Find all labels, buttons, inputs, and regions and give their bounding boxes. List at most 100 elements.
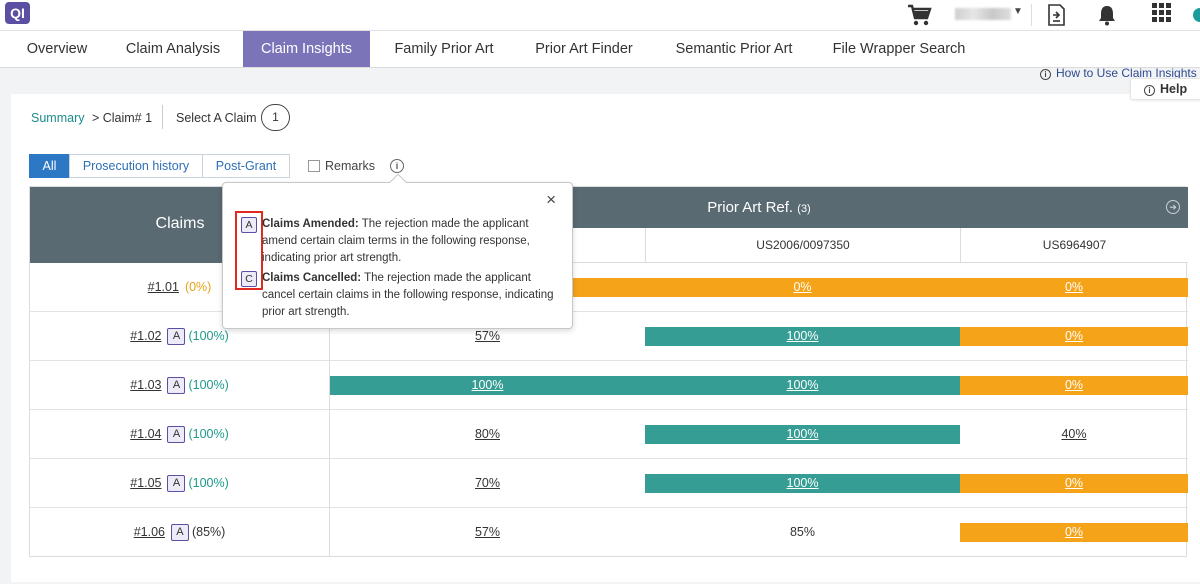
score-cell[interactable]: 0% [960,312,1188,360]
claim-cell: #1.06 A (85%) [30,508,330,556]
avatar[interactable] [1193,8,1200,22]
score-bar [960,523,1188,542]
filter-prosecution-history-button[interactable]: Prosecution history [69,154,203,178]
score-value: 100% [786,476,819,490]
breadcrumb-divider [162,105,163,129]
score-cell[interactable]: 100% [645,312,960,360]
score-value: 100% [786,329,819,343]
user-menu-caret-icon[interactable]: ▼ [1013,6,1023,17]
remarks-label: Remarks [325,159,376,173]
score-value: 0% [793,280,812,294]
tab-claim-analysis[interactable]: Claim Analysis [125,41,221,57]
claim-link[interactable]: #1.03 [130,378,162,392]
claim-cell: #1.02 A (100%) [30,312,330,360]
score-cell[interactable]: 0% [645,263,960,311]
table-row: #1.01 (0%) 0% 0% [30,263,1188,312]
claim-percentage: (100%) [188,378,229,392]
scroll-right-icon[interactable]: ➜ [1166,200,1180,214]
info-icon: i [1040,69,1051,80]
amended-description: Claims Amended: The rejection made the a… [262,218,530,264]
score-cell[interactable]: 70% [330,459,645,507]
score-value: 100% [471,378,504,392]
score-bar [330,376,645,395]
cart-icon[interactable] [906,3,932,27]
score-cell[interactable]: 85% [645,508,960,556]
score-cell[interactable]: 40% [960,410,1188,458]
bell-icon[interactable] [1096,4,1118,26]
tab-claim-insights[interactable]: Claim Insights [243,31,370,67]
top-bar: QI ▼ [0,0,1200,31]
ref-header-2[interactable]: US2006/0097350 [645,228,960,263]
score-bar [645,376,960,395]
claim-link[interactable]: #1.06 [133,525,165,539]
score-cell[interactable]: 100% [645,361,960,409]
claim-percentage: (85%) [191,525,226,539]
claim-link[interactable]: #1.02 [130,329,162,343]
score-cell[interactable]: 100% [330,361,645,409]
claim-cell: #1.03 A (100%) [30,361,330,409]
score-cell[interactable]: 57% [330,508,645,556]
tab-prior-art-finder[interactable]: Prior Art Finder [535,41,633,57]
score-cell[interactable]: 0% [960,508,1188,556]
score-cell[interactable]: 100% [645,410,960,458]
claim-percentage: (100%) [188,329,229,343]
score-bar [645,425,960,444]
claim-link[interactable]: #1.01 [147,280,179,294]
amended-badge: A [170,524,189,541]
claim-percentage: (100%) [188,427,229,441]
score-bar [960,327,1188,346]
claims-table: Claims Prior Art Ref. (3) ➜ US2006/00973… [29,186,1188,557]
score-cell[interactable]: 80% [330,410,645,458]
score-value: 57% [474,525,501,539]
score-bar [960,474,1188,493]
amended-badge: A [167,377,186,394]
remarks-info-icon[interactable]: i [390,159,404,173]
score-bar [645,278,960,297]
user-name-blurred[interactable] [955,8,1011,20]
score-cell[interactable]: 0% [960,263,1188,311]
filter-all-button[interactable]: All [29,154,70,178]
tab-semantic-prior-art[interactable]: Semantic Prior Art [675,41,793,57]
claim-link[interactable]: #1.04 [130,427,162,441]
score-bar [645,327,960,346]
apps-icon[interactable] [1152,3,1172,23]
export-icon[interactable] [1045,3,1067,27]
claim-percentage: (0%) [184,280,212,294]
score-cell[interactable]: 0% [960,459,1188,507]
claim-selector[interactable]: 1 [261,104,290,131]
how-to-use-link[interactable]: i How to Use Claim Insights [1040,66,1197,80]
filter-post-grant-button[interactable]: Post-Grant [202,154,290,178]
app-logo[interactable]: QI [5,2,30,24]
score-cell[interactable]: 57% [330,312,645,360]
remarks-checkbox[interactable] [308,160,320,172]
claim-cell: #1.05 A (100%) [30,459,330,507]
claim-link[interactable]: #1.05 [130,476,162,490]
amended-badge: A [241,217,257,233]
score-value: 70% [474,476,501,490]
ref-header-3[interactable]: US6964907 [960,228,1188,263]
tab-file-wrapper-search[interactable]: File Wrapper Search [832,41,966,57]
help-info-icon: i [1144,85,1155,96]
table-row: #1.05 A (100%) 70% 100% 0% [30,459,1188,508]
claim-percentage: (100%) [188,476,229,490]
score-bar [960,376,1188,395]
score-cell[interactable]: 0% [960,361,1188,409]
amended-badge: A [167,328,186,345]
score-value: 85% [789,525,816,539]
score-value: 80% [474,427,501,441]
help-button[interactable]: i Help [1130,78,1200,100]
score-cell[interactable]: 100% [645,459,960,507]
score-value: 100% [786,427,819,441]
tab-overview[interactable]: Overview [26,41,88,57]
close-icon[interactable]: × [546,190,556,209]
main-tabs: Overview Claim Analysis Claim Insights F… [0,31,1200,68]
score-value: 100% [786,378,819,392]
score-bar [960,278,1188,297]
score-value: 0% [1064,378,1084,392]
tab-family-prior-art[interactable]: Family Prior Art [394,41,494,57]
table-row: #1.04 A (100%) 80% 100% 40% [30,410,1188,459]
score-value: 0% [1064,280,1084,294]
claim-cell: #1.04 A (100%) [30,410,330,458]
breadcrumb-summary-link[interactable]: Summary [31,111,85,125]
breadcrumb: Summary > Claim# 1 [31,111,152,125]
